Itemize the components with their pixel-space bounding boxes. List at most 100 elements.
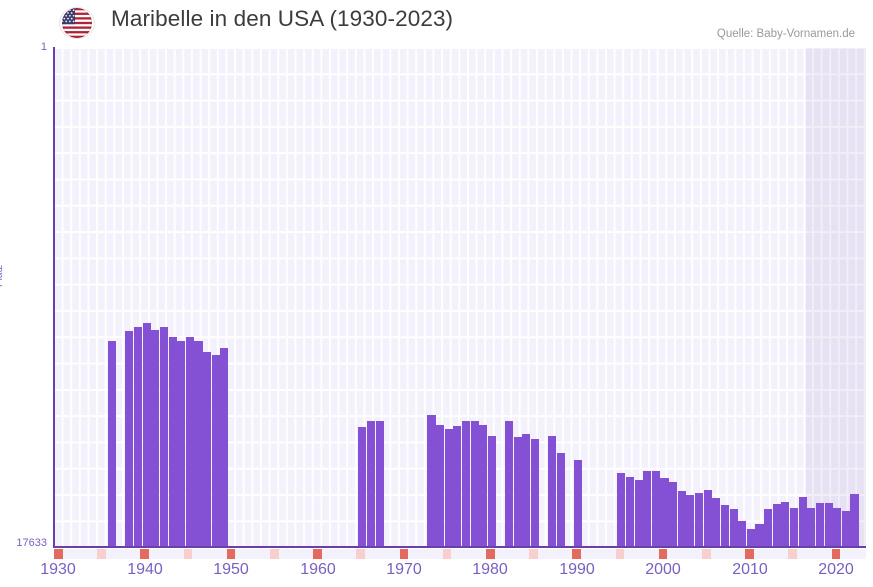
- tick-marker-minor: [97, 549, 106, 559]
- bar-1970[interactable]: [453, 426, 462, 547]
- bar-1974[interactable]: [487, 436, 496, 547]
- bar-1991[interactable]: [634, 480, 643, 547]
- tick-marker-major: [486, 549, 495, 559]
- bar-1989[interactable]: [617, 473, 626, 547]
- tick-marker-major: [140, 549, 149, 559]
- x-axis-tick-label-2010: 2010: [732, 561, 768, 578]
- bar-1976[interactable]: [505, 421, 514, 547]
- bar-1973[interactable]: [479, 425, 488, 547]
- bar-1995[interactable]: [669, 482, 678, 547]
- bar[interactable]: [574, 460, 583, 547]
- bar-2016[interactable]: [850, 494, 859, 547]
- plot-area: [54, 48, 866, 547]
- bar-1940[interactable]: [194, 341, 203, 547]
- bar-1992[interactable]: [643, 471, 652, 547]
- bar-1959[interactable]: [358, 427, 367, 547]
- page-title: Maribelle in den USA (1930-2023): [111, 6, 454, 31]
- bar-1981[interactable]: [548, 436, 557, 547]
- tick-marker-minor: [615, 549, 625, 559]
- y-axis-max-label: 1: [40, 41, 47, 53]
- bar-1979[interactable]: [530, 439, 540, 547]
- bar-2015[interactable]: [841, 511, 850, 547]
- x-axis-line: [53, 546, 866, 548]
- bar-2000[interactable]: [712, 498, 721, 547]
- bar-1938[interactable]: [177, 341, 186, 547]
- y-axis-title: Platz: [0, 264, 5, 287]
- bar-1982[interactable]: [556, 453, 565, 547]
- bar-1961[interactable]: [375, 421, 384, 547]
- bar-1994[interactable]: [660, 478, 669, 547]
- bar-1960[interactable]: [366, 421, 376, 547]
- x-axis-tick-label-2000: 2000: [645, 561, 681, 578]
- bar-1936[interactable]: [159, 327, 168, 547]
- bar-1972[interactable]: [470, 421, 479, 547]
- projection-shade-region: [806, 48, 866, 547]
- bar-1941[interactable]: [203, 352, 212, 547]
- bar-1998[interactable]: [695, 493, 704, 547]
- x-axis-tick-label-1930: 1930: [40, 561, 76, 578]
- bar-2007[interactable]: [772, 504, 781, 547]
- us-flag-icon: [60, 8, 94, 38]
- x-axis-tick-label-1960: 1960: [300, 561, 336, 578]
- source-attribution: Quelle: Baby-Vornamen.de: [716, 28, 855, 40]
- bar-series: [54, 48, 866, 547]
- chart-header: Maribelle in den USA (1930-2023) Quelle:…: [0, 0, 873, 46]
- bar-2006[interactable]: [764, 509, 773, 547]
- bar-1939[interactable]: [185, 337, 194, 547]
- bar-2011[interactable]: [807, 508, 816, 547]
- tick-marker-minor: [183, 549, 193, 559]
- bar-2010[interactable]: [798, 497, 807, 547]
- x-axis-tick-label-1950: 1950: [213, 561, 249, 578]
- bar-1969[interactable]: [444, 429, 453, 547]
- bar-1977[interactable]: [513, 437, 522, 547]
- bar-2013[interactable]: [824, 503, 833, 547]
- x-axis-tick-label-1990: 1990: [559, 561, 595, 578]
- x-axis-tick-label-1940: 1940: [127, 561, 163, 578]
- bar-1943[interactable]: [220, 348, 229, 547]
- bar-2002[interactable]: [729, 509, 738, 547]
- tick-marker-major: [658, 549, 668, 559]
- bar-2009[interactable]: [789, 508, 799, 547]
- tick-marker-minor: [442, 549, 452, 559]
- bar-1942[interactable]: [211, 355, 220, 547]
- tick-marker-minor: [270, 549, 279, 559]
- tick-marker-minor: [702, 549, 711, 559]
- tick-marker-minor: [788, 549, 797, 559]
- tick-marker-major: [831, 549, 841, 559]
- tick-marker-major: [54, 549, 63, 559]
- tick-marker-major: [226, 549, 236, 559]
- y-axis-line: [53, 47, 55, 548]
- bar-1932[interactable]: [125, 331, 134, 547]
- bar-2014[interactable]: [833, 508, 842, 547]
- tick-marker-major: [313, 549, 322, 559]
- bar-1968[interactable]: [436, 425, 445, 547]
- bar-2001[interactable]: [720, 505, 730, 547]
- bar-1978[interactable]: [522, 434, 531, 547]
- bar-2005[interactable]: [755, 524, 764, 547]
- bar-1996[interactable]: [677, 491, 686, 547]
- bar-1990[interactable]: [625, 477, 635, 547]
- bar-2008[interactable]: [781, 502, 790, 547]
- bar-1930[interactable]: [108, 341, 117, 547]
- x-axis-tick-label-1970: 1970: [386, 561, 422, 578]
- bar-1967[interactable]: [427, 415, 436, 547]
- tick-marker-major: [399, 549, 409, 559]
- tick-marker-major: [572, 549, 581, 559]
- bar-1937[interactable]: [168, 337, 177, 547]
- bar-1997[interactable]: [686, 495, 695, 547]
- decade-tick-strip: [54, 549, 866, 559]
- bar-1935[interactable]: [151, 330, 160, 547]
- tick-marker-minor: [529, 549, 538, 559]
- bar-1971[interactable]: [461, 421, 471, 547]
- tick-marker-major: [745, 549, 754, 559]
- tick-marker-minor: [356, 549, 365, 559]
- bar-1934[interactable]: [142, 323, 151, 547]
- bar-2012[interactable]: [815, 503, 824, 547]
- bar-1999[interactable]: [703, 490, 712, 547]
- bar-1933[interactable]: [133, 327, 143, 547]
- x-axis-tick-label-1980: 1980: [472, 561, 508, 578]
- bar-2004[interactable]: [746, 529, 755, 547]
- bar-2003[interactable]: [738, 521, 747, 547]
- bar-1993[interactable]: [651, 471, 660, 547]
